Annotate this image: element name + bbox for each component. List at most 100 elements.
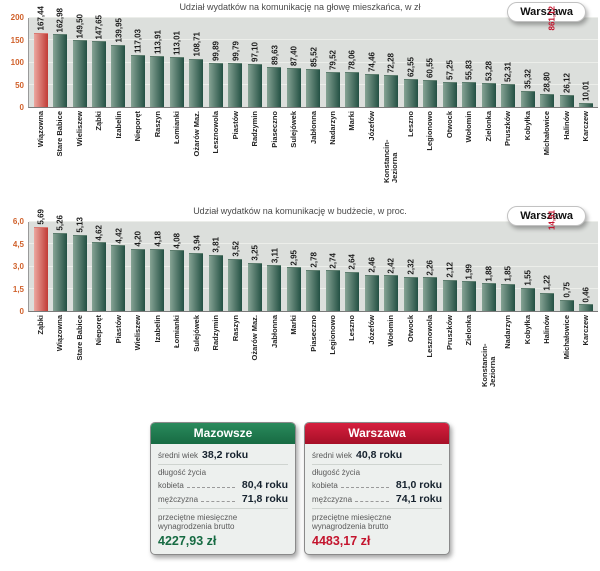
category-column: Wieliszew — [128, 312, 147, 390]
category-label: Otwock — [444, 111, 454, 139]
bar — [286, 68, 301, 107]
bar-column: 0,46 — [577, 222, 596, 311]
bar — [150, 249, 165, 311]
female-value: 80,4 roku — [241, 479, 288, 491]
bar — [267, 264, 282, 311]
category-column: Wiązowna — [31, 108, 50, 186]
category-column: Ożarów Maz. — [245, 312, 264, 390]
bar-column: 74,46 — [362, 18, 381, 107]
bar — [306, 68, 321, 107]
category-label: Marki — [347, 111, 357, 131]
bar-value-label: 2,26 — [425, 259, 435, 276]
salary-value: 4483,17 zł — [312, 534, 371, 548]
category-label: Legionowo — [425, 111, 435, 151]
bar-value-label: 99,79 — [231, 40, 241, 61]
category-label: Nadarzyn — [503, 315, 513, 349]
bar-column: 1,55 — [518, 222, 537, 311]
category-column: Ząbki — [31, 312, 50, 390]
category-label: Marki — [289, 315, 299, 335]
category-column: Nieporęt — [128, 108, 147, 186]
bar — [540, 292, 555, 311]
bar — [189, 58, 204, 107]
bar-column: 5,26 — [50, 215, 69, 311]
bar-column: 4,62 — [89, 222, 108, 311]
bar — [286, 267, 301, 311]
category-column: Józefów — [362, 108, 381, 186]
category-column: Ząbki — [89, 108, 108, 186]
bar — [150, 56, 165, 107]
bar-value-label: 3,11 — [270, 247, 280, 263]
divider — [158, 464, 288, 465]
category-column: Legionowo — [421, 108, 440, 186]
bar-column: 89,63 — [265, 18, 284, 107]
salary-value: 4227,93 zł — [158, 534, 217, 548]
bar-value-label: 162,98 — [55, 8, 65, 33]
category-label: Sulejówek — [289, 111, 299, 148]
category-column: Marki — [284, 312, 303, 390]
dotted-leader — [355, 501, 389, 502]
bar — [345, 72, 360, 107]
bar-value-label: 5,13 — [75, 217, 85, 233]
bar — [364, 73, 379, 107]
x-axis-labels: Wiązowna Stare Babice Wieliszew Ząbki Izabel… — [2, 108, 598, 186]
category-label: Jabłonna — [308, 111, 318, 144]
bar-column: 167,44 — [31, 6, 50, 107]
category-label: Wieliszew — [74, 111, 84, 147]
bar-column: 0,75 — [557, 222, 576, 311]
bar-value-label: 167,44 — [36, 6, 46, 31]
category-label: Wiązowna — [35, 111, 45, 148]
gridline — [29, 243, 598, 245]
category-column: Kobyłka — [518, 312, 537, 390]
avg-age-value: 38,2 roku — [202, 449, 249, 461]
divider — [158, 508, 288, 509]
bar-column: 1,85 — [499, 222, 518, 311]
bar — [462, 281, 477, 311]
category-label: Leszno — [405, 111, 415, 137]
bar-column: 1,22 — [538, 222, 557, 311]
bar — [208, 62, 223, 107]
bar-value-label: 99,89 — [211, 40, 221, 61]
bar-value-label: 53,28 — [484, 61, 494, 82]
bar-value-label: 139,95 — [114, 18, 124, 43]
bar-value-label: 52,31 — [503, 61, 513, 82]
female-value: 81,0 roku — [395, 479, 442, 491]
category-label: Pruszków — [444, 315, 454, 351]
bar-value-label: 74,46 — [367, 51, 377, 72]
avg-age-label: średni wiek — [158, 451, 199, 460]
bar-column: 108,71 — [187, 18, 206, 107]
bar-column: 2,46 — [362, 222, 381, 311]
category-column: Piastów — [226, 108, 245, 186]
bar-column: 3,81 — [206, 222, 225, 311]
category-column: Halinów — [538, 312, 557, 390]
y-axis-tick: 150 — [10, 35, 24, 45]
male-label: mężczyzna — [312, 495, 353, 504]
bar-column: 113,91 — [148, 18, 167, 107]
bar-value-label: 4,08 — [172, 232, 182, 249]
bar-value-label: 1,88 — [484, 265, 494, 282]
bar-column: 53,28 — [479, 18, 498, 107]
category-label: Michałowice — [542, 111, 552, 156]
avg-age-label: średni wiek — [312, 451, 353, 460]
category-label: Radzymin — [250, 111, 260, 147]
bar-value-label: 0,75 — [562, 282, 572, 298]
bar — [228, 62, 243, 107]
bar-value-label: 3,25 — [250, 245, 260, 261]
category-label: Raszyn — [152, 111, 162, 138]
category-label: Sulejówek — [191, 315, 201, 352]
bar-column: 87,40 — [284, 18, 303, 107]
y-axis-tick: 0 — [19, 103, 24, 112]
male-value: 74,1 roku — [395, 493, 442, 505]
gridline — [29, 265, 598, 267]
bar — [481, 83, 496, 107]
category-label: Wiązowna — [55, 315, 65, 352]
bar — [345, 271, 360, 311]
category-label: Piastów — [113, 315, 123, 344]
category-column: Wieliszew — [70, 108, 89, 186]
category-column: Łomianki — [167, 312, 186, 390]
life-expectancy-label: długość życia — [158, 468, 207, 477]
bar-value-label: 57,25 — [445, 59, 455, 80]
bar — [559, 299, 574, 311]
category-column: Piaseczno — [304, 312, 323, 390]
category-column: Radzymin — [245, 108, 264, 186]
bar — [442, 81, 457, 107]
